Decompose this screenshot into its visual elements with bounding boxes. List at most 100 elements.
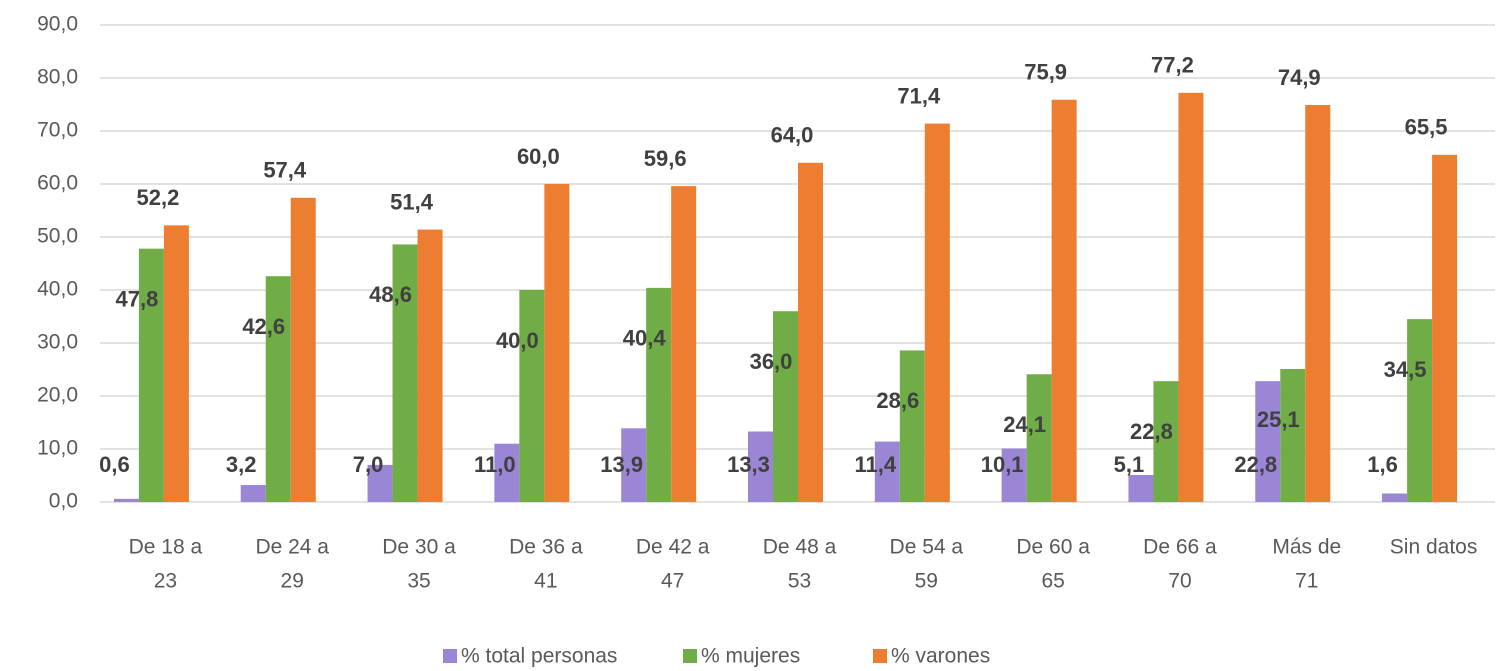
bar bbox=[874, 441, 900, 502]
y-tick-label: 30,0 bbox=[37, 331, 78, 354]
value-label: 3,2 bbox=[226, 452, 257, 477]
bar bbox=[1280, 368, 1306, 502]
x-tick-label: Más de bbox=[1272, 536, 1341, 559]
value-label: 36,0 bbox=[750, 349, 793, 374]
bar bbox=[367, 464, 393, 502]
bar bbox=[1051, 99, 1077, 502]
value-label: 7,0 bbox=[353, 452, 384, 477]
bar bbox=[544, 184, 570, 502]
bar bbox=[392, 244, 418, 503]
legend-swatch bbox=[683, 649, 697, 663]
value-label: 13,9 bbox=[600, 452, 643, 477]
value-label: 71,4 bbox=[897, 83, 941, 108]
bar bbox=[646, 287, 672, 502]
bar bbox=[519, 290, 545, 502]
value-label: 64,0 bbox=[771, 123, 814, 148]
value-label: 5,1 bbox=[1114, 452, 1145, 477]
value-label: 59,6 bbox=[644, 146, 687, 171]
bar bbox=[671, 186, 697, 502]
value-label: 40,0 bbox=[496, 328, 539, 353]
value-label: 77,2 bbox=[1151, 53, 1194, 78]
value-label: 22,8 bbox=[1130, 419, 1173, 444]
bar bbox=[1382, 493, 1408, 502]
bar bbox=[748, 431, 773, 502]
x-tick-label: De 30 a bbox=[382, 536, 456, 559]
y-tick-label: 60,0 bbox=[37, 172, 78, 195]
value-label: 1,6 bbox=[1367, 452, 1398, 477]
bar bbox=[899, 350, 925, 502]
value-label: 24,1 bbox=[1003, 412, 1046, 437]
x-tick-label: De 60 a bbox=[1016, 536, 1090, 559]
bar bbox=[773, 311, 798, 502]
bar bbox=[1001, 448, 1027, 502]
bar bbox=[417, 229, 443, 502]
bar bbox=[798, 162, 823, 503]
x-tick-label: 65 bbox=[1041, 570, 1064, 593]
value-label: 52,2 bbox=[136, 185, 179, 210]
bar bbox=[240, 485, 266, 502]
x-tick-label: Sin datos bbox=[1390, 536, 1478, 559]
value-label: 60,0 bbox=[517, 144, 560, 169]
value-label: 0,6 bbox=[99, 452, 130, 477]
x-tick-label: 35 bbox=[407, 570, 430, 593]
legend-swatch bbox=[443, 649, 457, 663]
bar bbox=[113, 498, 139, 502]
value-label: 42,6 bbox=[242, 314, 285, 339]
bar bbox=[1153, 381, 1179, 502]
value-label: 65,5 bbox=[1405, 115, 1448, 140]
x-tick-label: De 42 a bbox=[636, 536, 710, 559]
value-label: 28,6 bbox=[876, 388, 919, 413]
value-label: 34,5 bbox=[1384, 357, 1427, 382]
value-label: 22,8 bbox=[1234, 452, 1277, 477]
value-label: 75,9 bbox=[1024, 60, 1067, 85]
x-tick-label: 53 bbox=[788, 570, 811, 593]
x-tick-label: De 54 a bbox=[890, 536, 964, 559]
value-label: 11,0 bbox=[474, 452, 516, 477]
y-tick-label: 50,0 bbox=[37, 225, 78, 248]
x-tick-label: De 18 a bbox=[129, 536, 203, 559]
y-tick-label: 10,0 bbox=[37, 437, 78, 460]
x-tick-label: 71 bbox=[1295, 570, 1318, 593]
x-tick-label: De 24 a bbox=[255, 536, 329, 559]
x-tick-label: 23 bbox=[154, 570, 177, 593]
bar bbox=[1128, 474, 1154, 502]
bar bbox=[290, 197, 316, 502]
bar bbox=[1255, 381, 1281, 502]
y-tick-label: 20,0 bbox=[37, 384, 78, 407]
value-label: 74,9 bbox=[1278, 65, 1321, 90]
bar bbox=[265, 276, 291, 502]
x-tick-label: 29 bbox=[281, 570, 304, 593]
x-tick-label: De 36 a bbox=[509, 536, 583, 559]
bar bbox=[621, 428, 647, 502]
y-tick-label: 40,0 bbox=[37, 278, 78, 301]
bar bbox=[1407, 319, 1433, 502]
value-label: 10,1 bbox=[981, 452, 1024, 477]
value-label: 48,6 bbox=[369, 282, 412, 307]
bar bbox=[163, 225, 189, 502]
value-label: 47,8 bbox=[115, 286, 158, 311]
y-tick-label: 0,0 bbox=[49, 490, 78, 513]
value-label: 51,4 bbox=[390, 189, 434, 214]
bar bbox=[1178, 92, 1204, 502]
value-label: 11,4 bbox=[855, 452, 897, 477]
value-label: 57,4 bbox=[263, 158, 307, 183]
bar bbox=[494, 443, 520, 502]
x-tick-label: 70 bbox=[1168, 570, 1191, 593]
value-label: 13,3 bbox=[727, 452, 770, 477]
legend-label: % total personas bbox=[461, 645, 617, 668]
bar bbox=[924, 123, 950, 502]
x-tick-label: 59 bbox=[915, 570, 938, 593]
value-label: 25,1 bbox=[1257, 407, 1300, 432]
bar bbox=[138, 248, 164, 502]
bar bbox=[1432, 154, 1458, 502]
x-tick-label: 41 bbox=[534, 570, 557, 593]
x-tick-label: De 48 a bbox=[763, 536, 837, 559]
legend-swatch bbox=[873, 649, 887, 663]
value-label: 40,4 bbox=[623, 326, 667, 351]
legend-label: % mujeres bbox=[701, 645, 800, 668]
bar bbox=[1305, 105, 1331, 502]
bar bbox=[1026, 374, 1052, 502]
legend-label: % varones bbox=[891, 645, 990, 668]
x-tick-label: De 66 a bbox=[1143, 536, 1217, 559]
